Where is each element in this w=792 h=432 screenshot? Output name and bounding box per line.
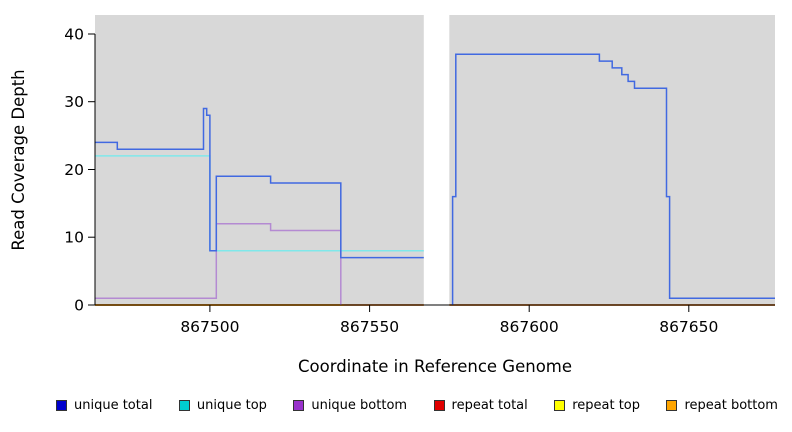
legend-item-repeat-top: repeat top [554, 398, 640, 413]
legend-label: unique total [74, 398, 153, 413]
coverage-chart-canvas: 867500 867550 867600 867650 0 10 20 30 40 Coordin… [9, 15, 775, 376]
legend-item-repeat-bottom: repeat bottom [666, 398, 778, 413]
legend-item-unique-top: unique top [178, 398, 267, 413]
legend-swatch-icon [178, 400, 190, 411]
legend-item-unique-total: unique total [56, 398, 152, 413]
legend-item-unique-bottom: unique bottom [293, 398, 407, 413]
x-tick-label: 867650 [659, 318, 718, 336]
legend-label: repeat bottom [684, 398, 778, 413]
legend-swatch-icon [433, 400, 445, 411]
legend-swatch-icon [554, 400, 566, 411]
y-tick-label: 10 [64, 229, 84, 247]
legend-item-repeat-total: repeat total [433, 398, 528, 413]
chart-legend: unique total unique top unique bottom repea… [0, 398, 792, 413]
legend-label: repeat total [451, 398, 528, 413]
legend-label: unique top [196, 398, 267, 413]
series-line-unique-total [95, 107, 424, 259]
legend-label: unique bottom [311, 398, 408, 413]
legend-swatch-icon [666, 400, 678, 411]
y-tick-label: 0 [74, 297, 84, 315]
y-tick-label: 40 [64, 26, 84, 44]
x-tick-label: 867600 [500, 318, 559, 336]
x-tick-label: 867550 [340, 318, 399, 336]
legend-swatch-icon [293, 400, 305, 411]
x-axis-label: Coordinate in Reference Genome [298, 357, 572, 376]
x-tick-label: 867500 [180, 318, 239, 336]
coverage-gap-region [423, 15, 450, 305]
y-tick-label: 20 [64, 161, 84, 179]
legend-label: repeat top [572, 398, 640, 413]
legend-swatch-icon [56, 400, 67, 411]
y-axis-label: Read Coverage Depth [9, 69, 28, 250]
y-tick-label: 30 [64, 93, 84, 111]
series-line-unique-total [451, 53, 775, 305]
